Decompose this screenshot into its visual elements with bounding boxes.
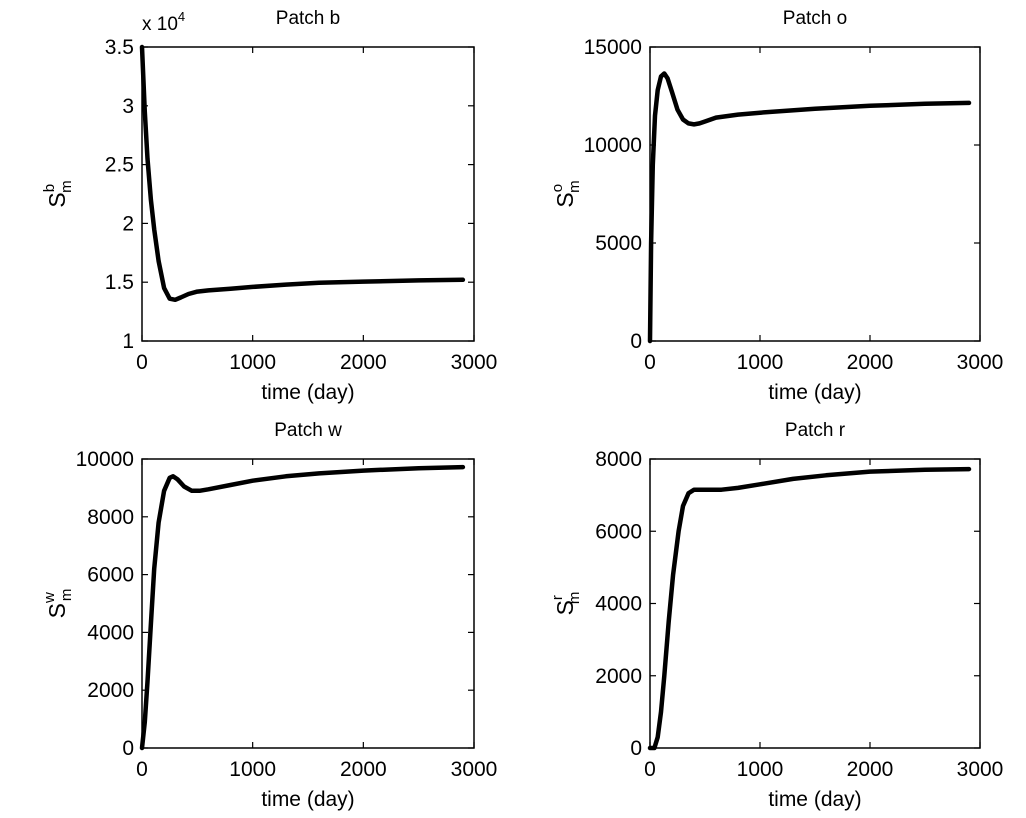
y-axis-label: Srm — [549, 592, 583, 616]
y-axis-label: Som — [549, 180, 583, 207]
panel-2: 0 1000 2000 3000 0 5000 10000 15000 Patch o time … — [549, 8, 1003, 404]
y-tick-label: 3.5 — [105, 36, 134, 59]
x-axis-label: time (day) — [768, 788, 861, 811]
x-tick-label: 0 — [136, 758, 148, 781]
y-tick-label: 2.5 — [105, 154, 134, 177]
y-axis-label: Swm — [41, 589, 75, 619]
y-axis-label-subscript: m — [58, 589, 75, 602]
y-axis-label-main: S — [44, 603, 70, 618]
y-tick-label: 1 — [122, 330, 134, 353]
y-tick-label: 10000 — [584, 134, 642, 157]
y-axis-label-superscript: w — [41, 592, 58, 604]
y-tick-label: 5000 — [595, 232, 642, 255]
plot-area — [649, 46, 981, 342]
x-tick-label: 1000 — [229, 758, 276, 781]
panel-4: 0 1000 2000 3000 0 2000 4000 6000 8000 Patch r tim… — [549, 420, 1003, 811]
panel-title: Patch w — [274, 420, 342, 441]
plot-area — [141, 458, 475, 749]
series-line — [139, 44, 466, 303]
plot-area — [141, 46, 475, 342]
x-axis-label: time (day) — [261, 788, 354, 811]
x-axis-label: time (day) — [768, 381, 861, 404]
y-tick-label: 1.5 — [105, 271, 134, 294]
series-line — [647, 71, 972, 344]
y-axis-label-subscript: m — [566, 592, 583, 605]
x-tick-label: 0 — [136, 351, 148, 374]
panel-3: 0 1000 2000 3000 0 2000 4000 6000 8000 10000 Patch… — [41, 420, 497, 811]
y-axis-label-main: S — [552, 192, 578, 207]
y-axis-label: Sbm — [41, 180, 75, 207]
y-tick-label: 6000 — [87, 564, 134, 587]
x-tick-label: 3000 — [957, 351, 1004, 374]
y-axis-exponent-power: 4 — [178, 9, 185, 24]
panel-title: Patch o — [783, 8, 847, 29]
x-tick-label: 2000 — [340, 758, 387, 781]
y-tick-label: 10000 — [76, 448, 134, 471]
x-tick-label: 1000 — [737, 758, 784, 781]
y-tick-label: 6000 — [595, 520, 642, 543]
y-axis-label-superscript: r — [549, 595, 566, 600]
x-tick-label: 2000 — [847, 351, 894, 374]
y-tick-label: 4000 — [87, 621, 134, 644]
series-line — [647, 466, 972, 751]
y-axis-label-superscript: o — [549, 184, 566, 192]
y-axis-label-main: S — [552, 600, 578, 615]
y-axis-exponent: x 104 — [142, 9, 185, 35]
y-tick-label: 0 — [122, 737, 134, 760]
y-tick-label: 8000 — [87, 506, 134, 529]
y-axis-label-subscript: m — [566, 180, 583, 193]
plot-area — [649, 458, 981, 749]
y-tick-label: 2 — [122, 212, 134, 235]
y-axis-label-subscript: m — [58, 180, 75, 193]
y-tick-label: 2000 — [595, 665, 642, 688]
x-tick-label: 2000 — [340, 351, 387, 374]
y-axis-label-superscript: b — [41, 184, 58, 192]
panel-title: Patch r — [785, 420, 846, 441]
x-tick-label: 3000 — [451, 758, 498, 781]
x-tick-label: 2000 — [847, 758, 894, 781]
y-tick-label: 2000 — [87, 679, 134, 702]
y-tick-label: 0 — [630, 737, 642, 760]
y-tick-label: 4000 — [595, 593, 642, 616]
x-tick-label: 1000 — [229, 351, 276, 374]
y-tick-label: 3 — [122, 95, 134, 118]
y-tick-label: 15000 — [584, 36, 642, 59]
x-tick-label: 3000 — [957, 758, 1004, 781]
y-tick-label: 0 — [630, 330, 642, 353]
x-axis-label: time (day) — [261, 381, 354, 404]
y-axis-label-main: S — [44, 192, 70, 207]
x-tick-label: 0 — [644, 758, 656, 781]
series-line — [139, 464, 466, 751]
x-tick-label: 1000 — [737, 351, 784, 374]
panel-1: 0 1000 2000 3000 1 1.5 2 2.5 3 3.5 x 104 Patch b tim… — [41, 8, 497, 404]
y-tick-label: 8000 — [595, 448, 642, 471]
x-tick-label: 0 — [644, 351, 656, 374]
x-tick-label: 3000 — [451, 351, 498, 374]
panel-title: Patch b — [276, 8, 340, 29]
